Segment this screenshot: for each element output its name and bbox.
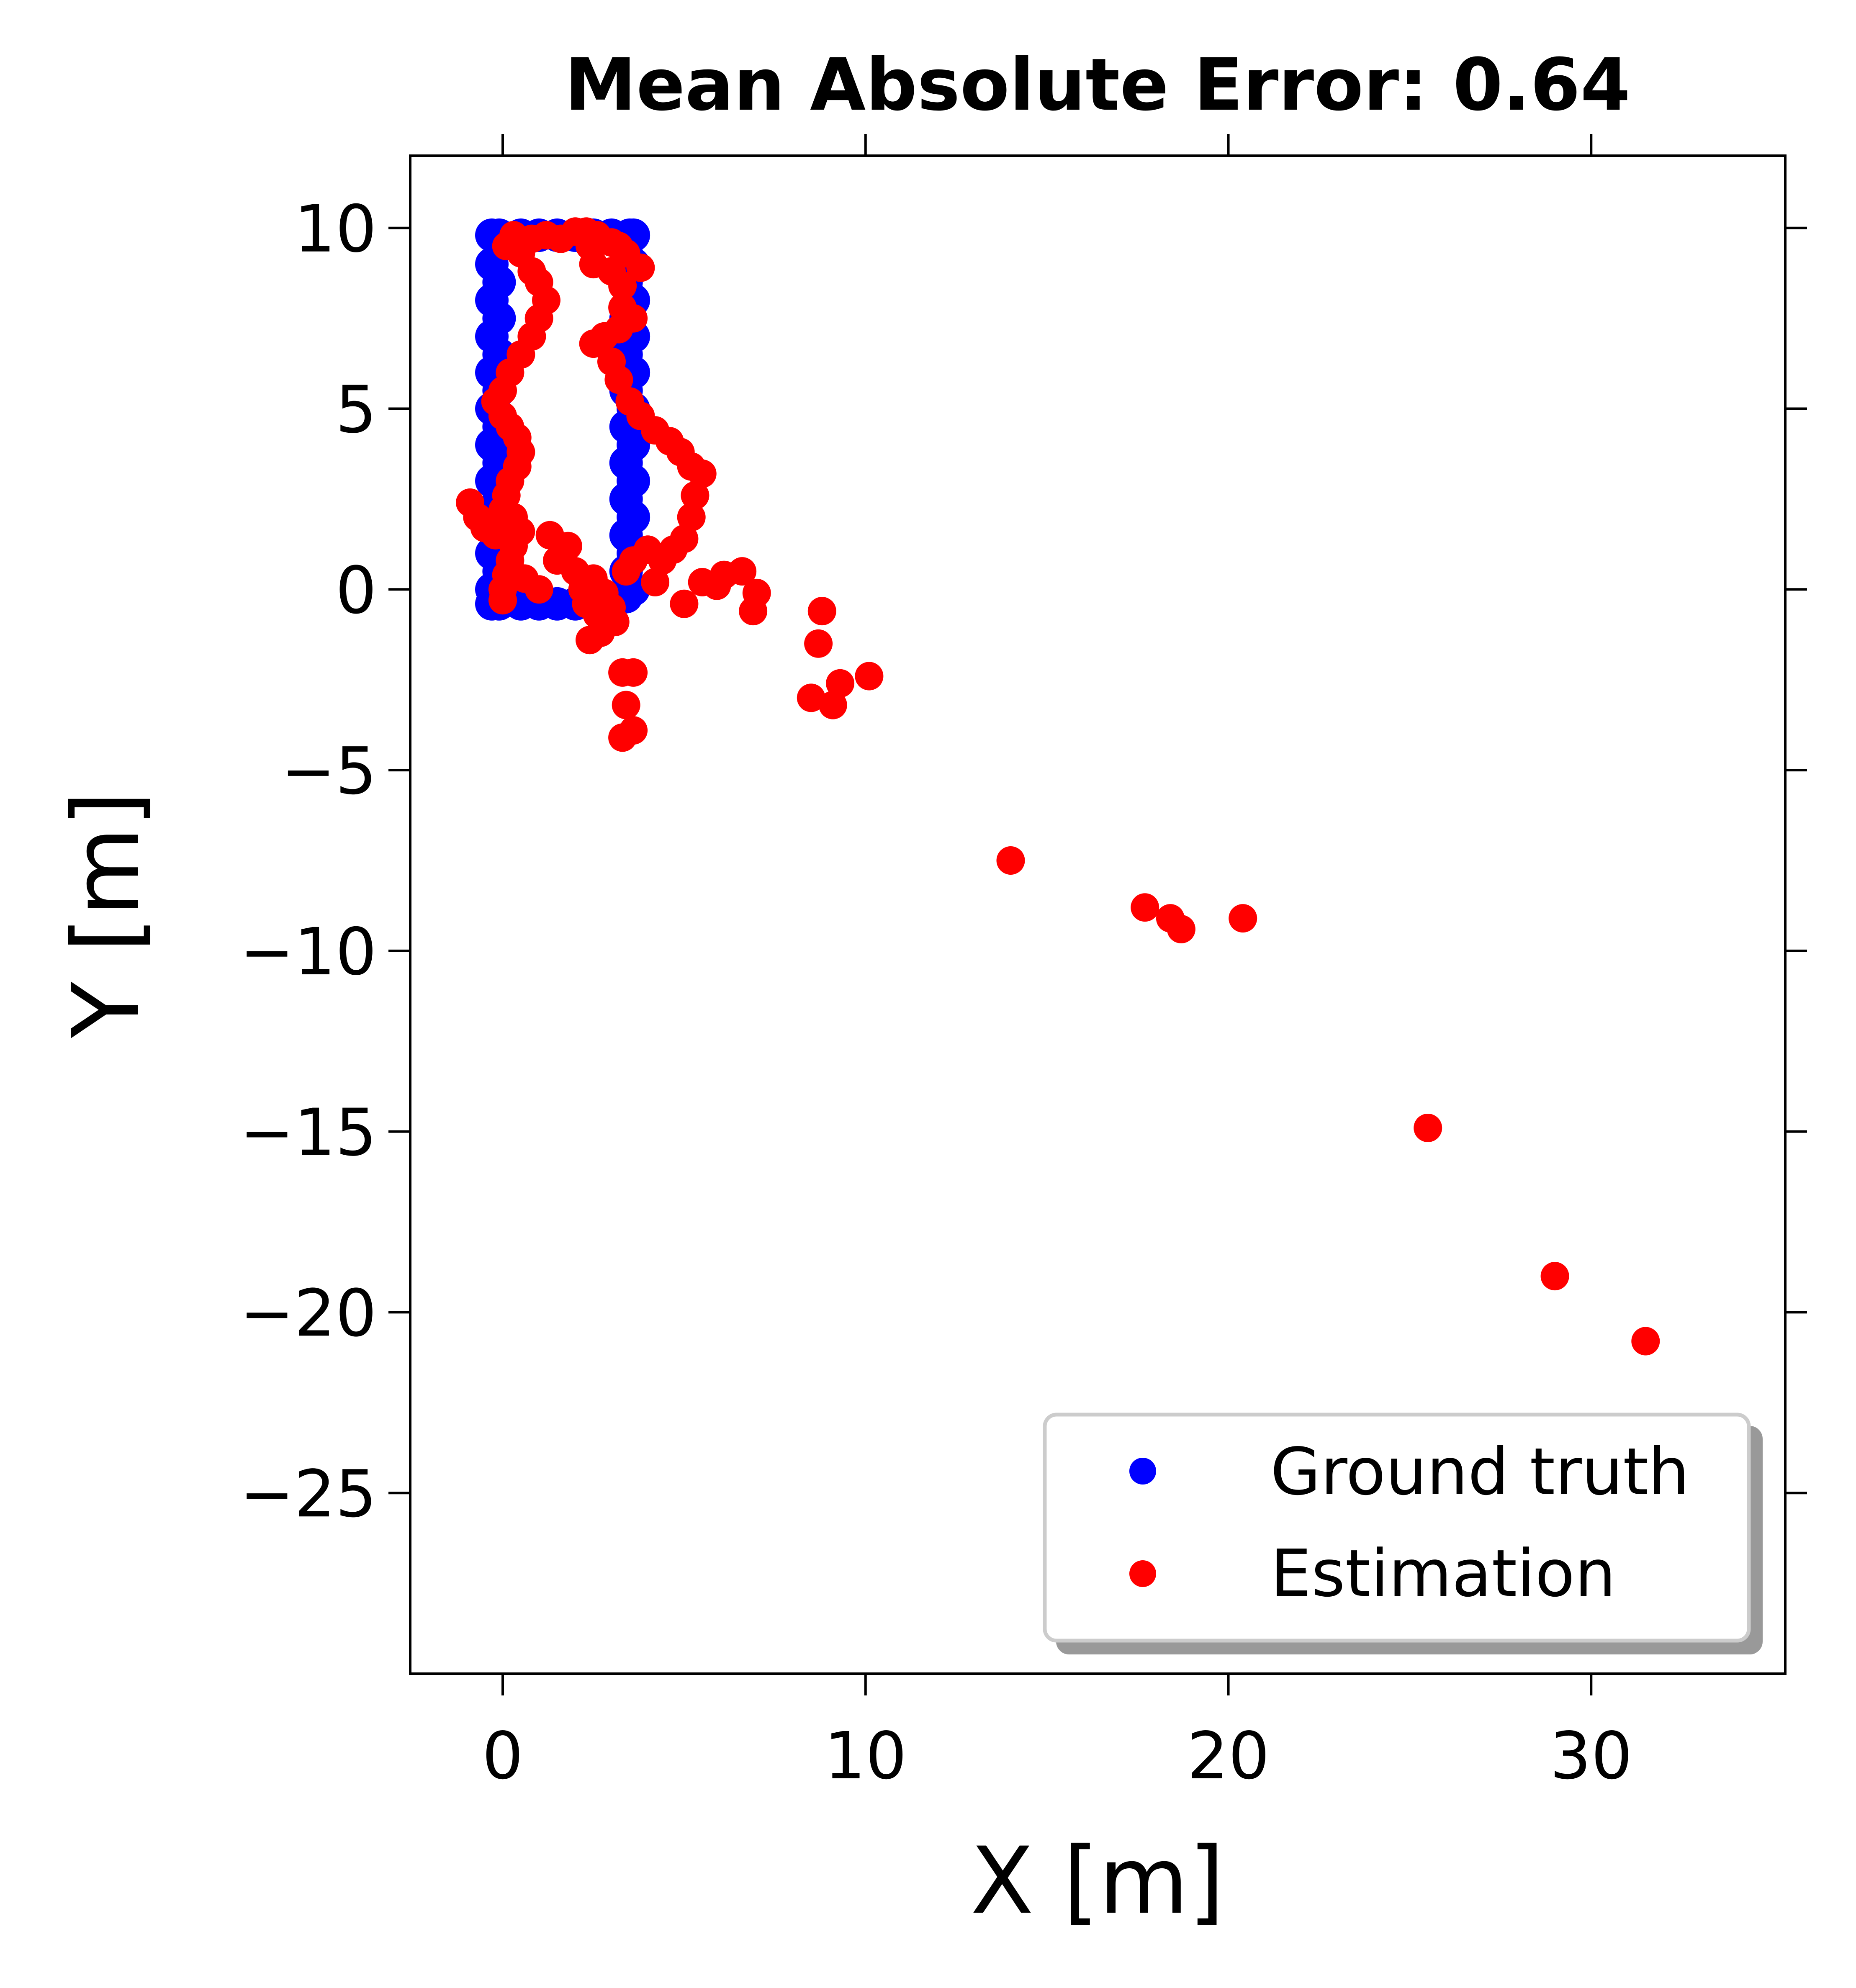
y-tick-label-10: 10 <box>294 191 377 267</box>
ground-truth-point-14 <box>482 301 516 335</box>
y-tick-label--20: −20 <box>240 1275 377 1351</box>
plot-frame <box>409 154 1787 1675</box>
points-layer <box>456 217 1660 1356</box>
estimation-point-98 <box>818 691 847 719</box>
estimation-point-39 <box>481 521 510 550</box>
x-tick-label-10: 10 <box>824 1718 907 1794</box>
estimation-point-95 <box>807 597 836 626</box>
estimation-point-104 <box>1167 915 1195 943</box>
estimation-point-94 <box>619 716 648 745</box>
ground-truth-point-53 <box>617 428 650 462</box>
estimation-point-86 <box>739 597 768 626</box>
estimation-point-56 <box>608 271 637 300</box>
x-tick-label-30: 30 <box>1550 1718 1632 1794</box>
ground-truth-point-13 <box>482 265 516 299</box>
y-tick-label-5: 5 <box>335 372 377 448</box>
ground-truth-point-55 <box>617 500 650 534</box>
estimation-point-105 <box>1229 904 1257 933</box>
estimation-point-59 <box>619 304 648 333</box>
estimation-point-10 <box>626 253 655 282</box>
legend-box <box>1043 1413 1751 1643</box>
y-axis-label: Y [m] <box>53 791 160 1038</box>
legend-label-ground-truth: Ground truth <box>1270 1434 1689 1510</box>
estimation-point-107 <box>1540 1262 1569 1291</box>
estimation-point-70 <box>688 459 717 488</box>
x-axis-label: X [m] <box>971 1827 1225 1934</box>
x-tick-label-20: 20 <box>1187 1718 1270 1794</box>
legend-marker-estimation <box>1129 1560 1156 1587</box>
estimation-point-79 <box>641 568 670 596</box>
y-tick-label--25: −25 <box>240 1456 377 1532</box>
axis-ticks: 0 10 20 30 10 5 0 −5 −10 −15 −20 −25 <box>240 134 1807 1794</box>
y-tick-label--10: −10 <box>240 914 377 990</box>
estimation-point-97 <box>797 683 825 712</box>
estimation-point-78 <box>612 557 640 586</box>
estimation-point-71 <box>681 481 709 510</box>
legend: Ground truth Estimation <box>1043 1413 1763 1654</box>
legend-label-estimation: Estimation <box>1270 1536 1616 1611</box>
estimation-point-89 <box>576 626 604 655</box>
y-tick-label-0: 0 <box>335 552 377 628</box>
estimation-point-84 <box>728 557 757 586</box>
estimation-point-108 <box>1631 1327 1660 1356</box>
estimation-point-55 <box>604 231 633 260</box>
estimation-point-61 <box>579 329 608 358</box>
chart-title: Mean Absolute Error: 0.64 <box>565 43 1630 127</box>
ground-truth-point-54 <box>617 464 650 498</box>
estimation-point-41 <box>524 575 553 604</box>
estimation-point-92 <box>612 691 640 719</box>
y-tick-label--15: −15 <box>240 1095 377 1171</box>
estimation-point-106 <box>1414 1114 1442 1142</box>
estimation-point-91 <box>619 658 648 687</box>
estimation-point-96 <box>804 629 833 658</box>
estimation-point-80 <box>670 589 699 618</box>
x-tick-label-0: 0 <box>482 1718 524 1794</box>
estimation-point-102 <box>1131 893 1159 922</box>
estimation-point-35 <box>488 586 517 615</box>
estimation-point-99 <box>826 669 855 698</box>
estimation-point-72 <box>677 503 706 532</box>
y-tick-label--5: −5 <box>281 733 377 809</box>
estimation-point-63 <box>604 365 633 394</box>
estimation-point-100 <box>855 662 884 691</box>
estimation-point-44 <box>554 532 582 560</box>
legend-marker-ground-truth <box>1129 1458 1156 1485</box>
estimation-point-101 <box>996 846 1025 875</box>
